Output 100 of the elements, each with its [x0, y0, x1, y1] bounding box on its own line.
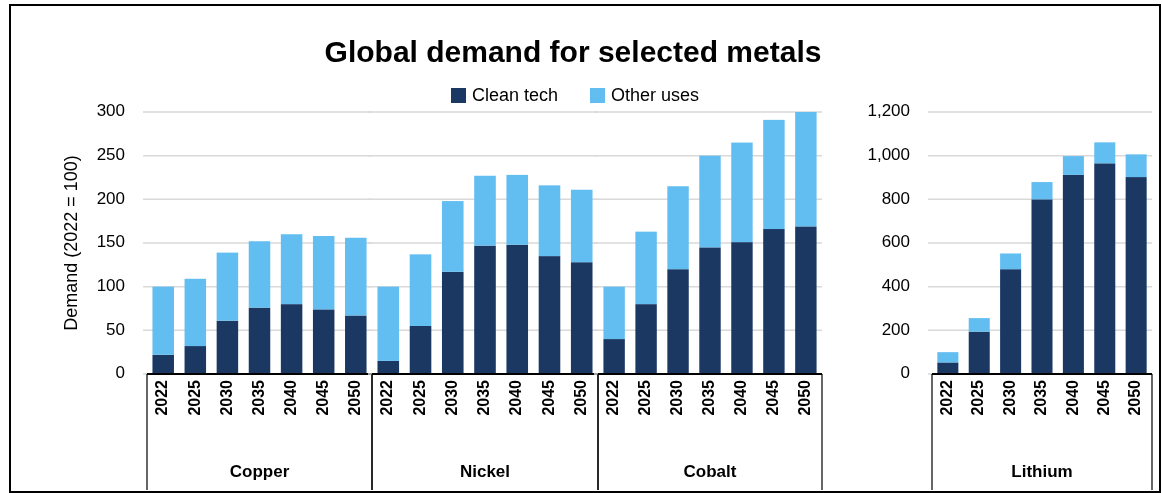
x-tick-label: 2030 — [442, 379, 460, 416]
bar — [280, 234, 303, 305]
bar — [409, 325, 432, 374]
y-tick-label: 150 — [96, 232, 125, 252]
y-tick-label: 300 — [96, 101, 125, 121]
bar — [1125, 177, 1147, 374]
x-tick-label: 2025 — [969, 379, 987, 416]
bar — [603, 286, 625, 340]
bar — [699, 247, 721, 374]
bar — [667, 269, 689, 374]
bar — [474, 245, 496, 374]
y-tick-label: 100 — [96, 276, 125, 296]
bar — [1062, 156, 1084, 175]
x-tick-label: 2040 — [732, 379, 750, 416]
bar — [248, 241, 271, 308]
x-tick-label: 2040 — [507, 379, 525, 416]
bar — [441, 201, 464, 272]
y-tick-label: 50 — [106, 319, 125, 339]
bar — [795, 226, 817, 374]
x-tick-label: 2040 — [1063, 379, 1081, 416]
bar — [248, 307, 271, 374]
y-tick-label: 1,200 — [867, 101, 910, 121]
bar — [570, 262, 593, 374]
bar — [216, 252, 239, 321]
bar — [1094, 142, 1116, 164]
bar — [506, 244, 529, 374]
x-axis-title: Copper — [229, 462, 290, 481]
x-tick-label: 2030 — [668, 379, 686, 416]
bar — [731, 142, 753, 243]
x-tick-label: 2035 — [700, 379, 718, 416]
bar — [1000, 253, 1022, 270]
bar — [1031, 182, 1053, 200]
bar — [667, 186, 689, 270]
bar — [280, 304, 303, 374]
bar — [184, 346, 207, 374]
x-axis-title: Nickel — [459, 462, 511, 481]
bar — [603, 339, 625, 374]
bar — [538, 185, 561, 257]
x-tick-label: 2030 — [1000, 379, 1018, 416]
y-tick-label: 400 — [881, 276, 910, 296]
bar — [312, 236, 335, 310]
bar — [968, 318, 990, 332]
bar — [538, 256, 561, 374]
bar — [184, 278, 207, 347]
x-tick-label: 2040 — [281, 379, 299, 416]
bar — [1125, 154, 1147, 178]
bar — [312, 309, 335, 374]
bar — [152, 286, 174, 355]
x-tick-label: 2022 — [378, 379, 396, 416]
bar — [763, 119, 785, 230]
x-tick-label: 2022 — [604, 379, 622, 416]
bar — [699, 155, 721, 248]
x-tick-label: 2025 — [636, 379, 654, 416]
bar — [345, 315, 367, 374]
text: Global demand for selected metals — [324, 35, 822, 68]
x-axis-title: Cobalt — [683, 462, 737, 481]
y-tick-label: 200 — [881, 319, 910, 339]
x-tick-label: 2045 — [313, 379, 331, 416]
bar — [409, 254, 432, 326]
y-tick-label: 0 — [115, 363, 125, 383]
x-tick-label: 2045 — [764, 379, 782, 416]
x-tick-label: 2035 — [249, 379, 267, 416]
bar — [635, 304, 657, 374]
bar — [345, 237, 367, 316]
bar — [152, 354, 174, 374]
y-axis-title: Demand (2022 = 100) — [60, 155, 81, 331]
y-tick-label: 250 — [96, 145, 125, 165]
bar — [216, 320, 239, 374]
x-tick-label: 2025 — [185, 379, 203, 416]
bar — [1062, 174, 1084, 374]
bar — [377, 286, 400, 361]
x-axis-title: Lithium — [1011, 462, 1073, 481]
x-tick-label: 2025 — [410, 379, 428, 416]
bar — [377, 360, 400, 374]
bar — [1094, 163, 1116, 374]
bar — [1000, 269, 1022, 374]
x-tick-label: 2050 — [346, 379, 364, 416]
bar — [968, 331, 990, 374]
x-tick-label: 2022 — [153, 379, 171, 416]
bar — [763, 229, 785, 374]
x-tick-label: 2045 — [539, 379, 557, 416]
legend-label: Other uses — [611, 84, 700, 105]
x-tick-label: 2022 — [938, 379, 956, 416]
y-tick-label: 800 — [881, 188, 910, 208]
x-tick-label: 2050 — [796, 379, 814, 416]
bar — [506, 174, 529, 245]
x-tick-label: 2050 — [571, 379, 589, 416]
x-tick-label: 2035 — [1032, 379, 1050, 416]
bar — [570, 189, 593, 263]
bar — [441, 271, 464, 374]
bar — [474, 175, 496, 246]
y-tick-label: 600 — [881, 232, 910, 252]
x-tick-label: 2045 — [1094, 379, 1112, 416]
y-tick-label: 1,000 — [867, 145, 910, 165]
bar — [635, 231, 657, 305]
y-tick-label: 200 — [96, 188, 125, 208]
legend-label: Clean tech — [472, 84, 559, 105]
bar — [1031, 199, 1053, 374]
y-tick-label: 0 — [900, 363, 910, 383]
bar — [937, 362, 959, 374]
